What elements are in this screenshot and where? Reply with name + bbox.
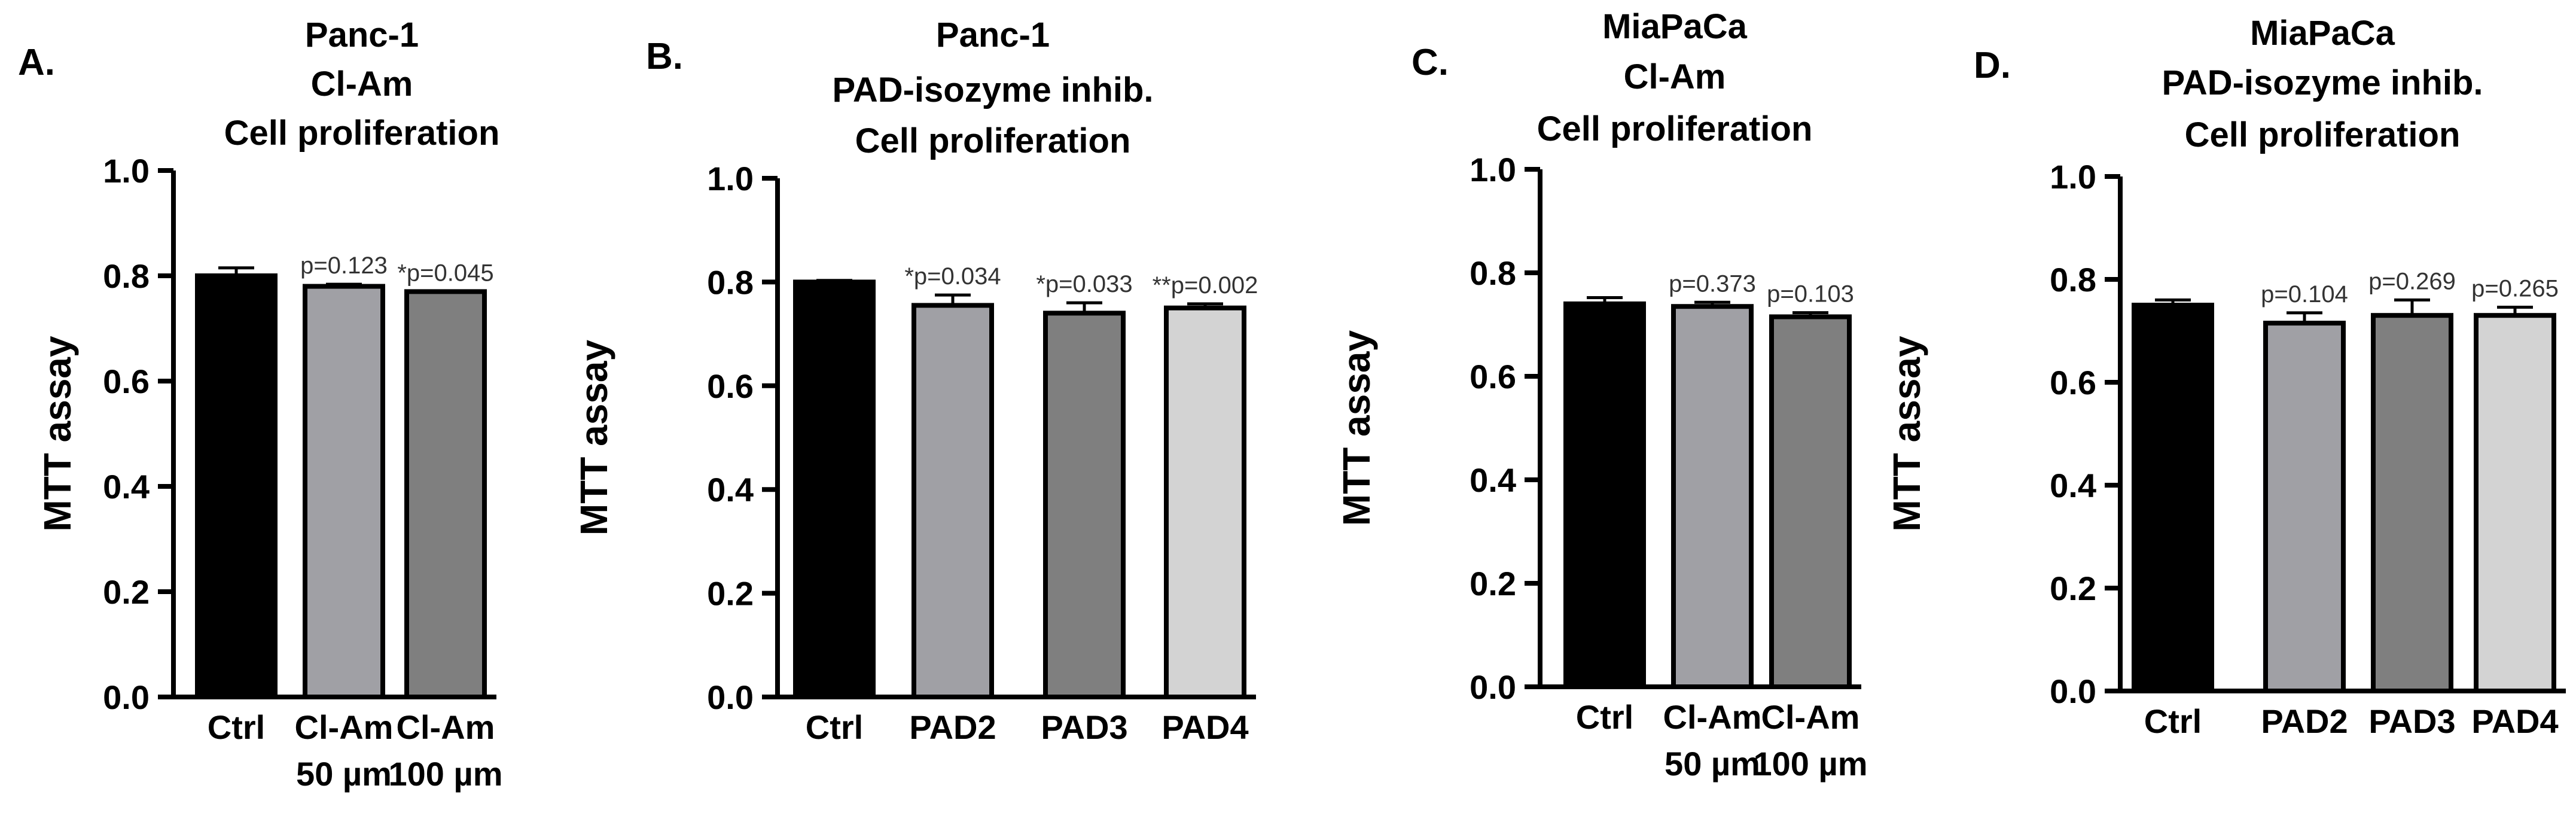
y-tick-label: 0.8: [707, 263, 754, 301]
x-tick-label: 50 µm: [296, 755, 392, 793]
chart-title-line: PAD-isozyme inhib.: [832, 71, 1153, 109]
chart-title-line: Cl-Am: [1624, 57, 1726, 96]
y-tick-label: 1.0: [103, 152, 150, 190]
chart-title-line: MiaPaCa: [2250, 14, 2395, 53]
y-tick-label: 1.0: [1470, 151, 1516, 188]
x-tick-label: Ctrl: [2144, 702, 2202, 740]
y-axis-label: MTT assay: [572, 339, 615, 535]
x-tick-label: Cl-Am: [1663, 698, 1762, 736]
x-tick-label: Cl-Am: [295, 708, 394, 746]
y-tick-label: 0.4: [1470, 461, 1516, 499]
chart-panel-4: D. MiaPaCa PAD-isozyme inhib. Cell prolifer…: [1885, 14, 2566, 740]
chart-panel-1: A. Panc-1 Cl-Am Cell proliferation MTT assay…: [18, 16, 503, 793]
p-value-annotation: p=0.103: [1767, 281, 1854, 308]
bar: [911, 303, 994, 700]
x-tick-label: Cl-Am: [1761, 698, 1860, 736]
x-tick-label: PAD3: [2368, 702, 2455, 740]
y-axis-label: MTT assay: [1335, 330, 1378, 526]
chart-title-line: MiaPaCa: [1602, 7, 1748, 46]
p-value-annotation: *p=0.033: [1036, 271, 1132, 297]
y-tick-label: 0.8: [103, 257, 150, 295]
bar: [1563, 301, 1646, 689]
x-tick-label: 50 µm: [1665, 745, 1760, 783]
y-tick-label: 0.0: [1470, 668, 1516, 706]
x-tick-label: PAD2: [909, 708, 996, 746]
y-tick-label: 0.6: [1470, 358, 1516, 395]
p-value-annotation: *p=0.045: [397, 260, 493, 286]
y-tick-label: 0.2: [707, 575, 754, 613]
chart-title-line: Cell proliferation: [855, 121, 1131, 160]
chart-panel-3: C. MiaPaCa Cl-Am Cell proliferation MTT assa…: [1335, 7, 1868, 783]
y-tick-label: 0.0: [103, 678, 150, 716]
chart-title-line: PAD-isozyme inhib.: [2162, 63, 2483, 102]
y-tick-label: 0.4: [2050, 467, 2096, 504]
y-tick-label: 0.2: [2050, 570, 2096, 607]
p-value-annotation: p=0.123: [300, 252, 388, 279]
x-tick-label: PAD3: [1041, 708, 1127, 746]
y-tick-label: 0.6: [103, 363, 150, 400]
x-tick-label: PAD4: [2471, 702, 2558, 740]
y-tick-label: 0.4: [103, 468, 150, 506]
x-tick-label: Ctrl: [208, 708, 265, 746]
y-axis-label: MTT assay: [1885, 336, 1928, 532]
p-value-annotation: p=0.373: [1669, 270, 1756, 297]
p-value-annotation: p=0.269: [2368, 268, 2456, 294]
x-tick-label: Ctrl: [806, 708, 863, 746]
y-axis-label: MTT assay: [36, 336, 79, 532]
y-tick-label: 0.6: [707, 367, 754, 405]
x-tick-label: PAD4: [1162, 708, 1248, 746]
y-tick-label: 1.0: [2050, 158, 2096, 196]
panel-letter: A.: [18, 42, 55, 83]
bar: [1671, 304, 1754, 689]
bar: [1043, 310, 1126, 699]
bar: [793, 279, 876, 699]
x-tick-label: 100 µm: [388, 755, 502, 793]
panel-letter: D.: [1974, 45, 2011, 86]
x-tick-label: Cl-Am: [397, 708, 495, 746]
bar: [1164, 305, 1246, 699]
bar: [1769, 314, 1852, 689]
chart-title-line: Cell proliferation: [1537, 109, 1813, 148]
chart-title-line: Panc-1: [305, 16, 419, 54]
bar: [195, 273, 278, 699]
chart-title-line: Cell proliferation: [224, 114, 500, 153]
x-tick-label: PAD2: [2261, 702, 2348, 740]
panel-letter: B.: [646, 36, 683, 77]
p-value-annotation: **p=0.002: [1153, 272, 1258, 299]
y-tick-label: 0.2: [103, 573, 150, 611]
bar: [2132, 303, 2214, 693]
bar: [2371, 313, 2453, 693]
bar: [2474, 313, 2556, 693]
p-value-annotation: p=0.104: [2261, 281, 2348, 308]
bar: [2263, 321, 2346, 693]
x-tick-label: Ctrl: [1576, 698, 1633, 736]
panel-letter: C.: [1412, 42, 1449, 83]
y-tick-label: 0.4: [707, 471, 754, 509]
y-tick-label: 0.8: [1470, 254, 1516, 292]
y-tick-label: 0.6: [2050, 364, 2096, 401]
y-tick-label: 1.0: [707, 160, 754, 197]
y-tick-label: 0.0: [2050, 672, 2096, 710]
y-tick-label: 0.0: [707, 678, 754, 716]
p-value-annotation: p=0.265: [2471, 275, 2559, 302]
x-tick-label: 100 µm: [1753, 745, 1867, 783]
chart-panel-2: B. Panc-1 PAD-isozyme inhib. Cell prolifera…: [572, 16, 1258, 746]
bar: [303, 284, 385, 700]
chart-title-line: Cl-Am: [311, 65, 413, 103]
y-tick-label: 0.2: [1470, 565, 1516, 602]
chart-title-line: Panc-1: [936, 16, 1050, 54]
y-tick-label: 0.8: [2050, 261, 2096, 299]
bar: [404, 289, 487, 699]
p-value-annotation: *p=0.034: [904, 263, 1001, 290]
chart-title-line: Cell proliferation: [2185, 115, 2461, 154]
